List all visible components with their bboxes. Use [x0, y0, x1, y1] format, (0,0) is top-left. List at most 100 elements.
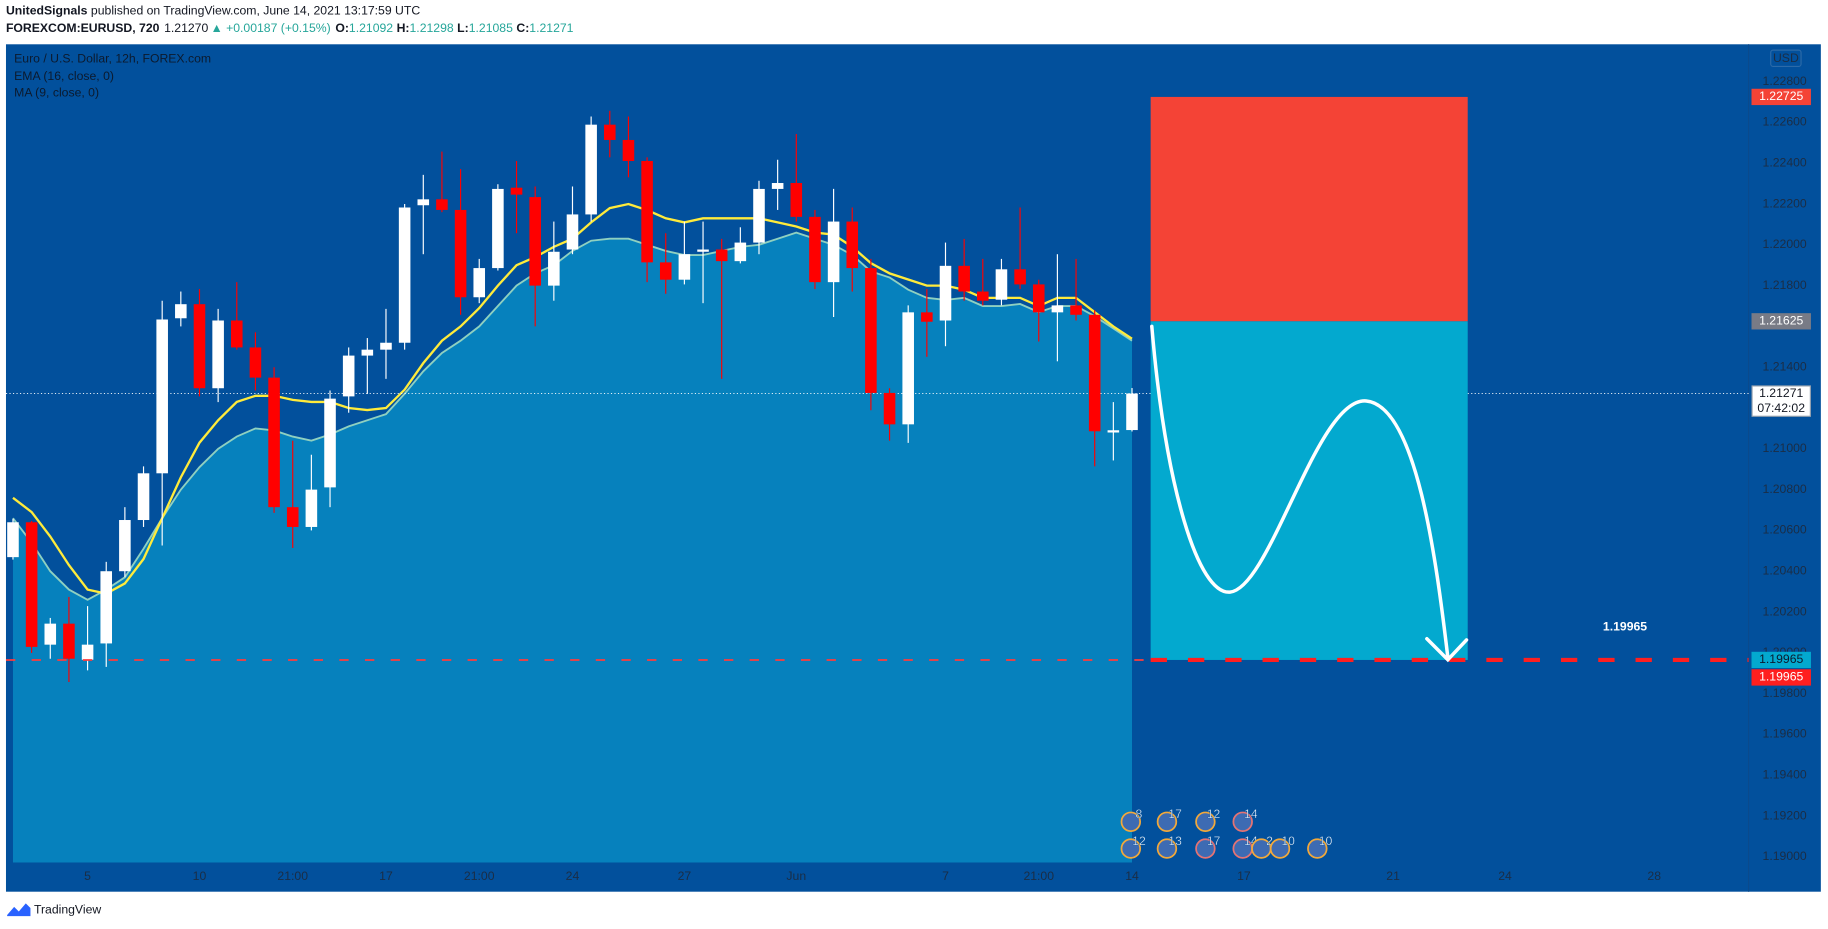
event-count: 10 [1281, 834, 1295, 848]
currency-box [1770, 49, 1802, 68]
candle-body [921, 312, 933, 322]
event-icon [1307, 838, 1328, 859]
forecast-arrow [1150, 324, 1469, 663]
y-tick-label: 1.21000 [1763, 441, 1807, 455]
event-count: 14 [1244, 807, 1258, 821]
ohlc-value: 1.21271 [529, 21, 573, 35]
candle-body [1126, 393, 1138, 431]
candle-body [268, 377, 280, 508]
x-tick-label: 5 [84, 869, 91, 883]
candle-body [958, 265, 970, 292]
candle-body [342, 355, 355, 397]
candle-body [44, 623, 57, 645]
event-icon [1195, 811, 1216, 832]
candle-body [585, 124, 597, 215]
y-tick-label: 1.22400 [1763, 155, 1807, 169]
candle-body [1070, 305, 1082, 315]
x-tick-label: 21:00 [277, 869, 308, 883]
event-count: 2 [1266, 834, 1273, 848]
y-tick-label: 1.20600 [1763, 523, 1807, 537]
event-icon [1195, 838, 1216, 859]
candle-body [175, 304, 187, 319]
candle-body [939, 265, 952, 321]
ohlc-value: 1.21085 [469, 21, 513, 35]
candle-body [827, 221, 840, 283]
candle-body [809, 216, 821, 283]
price-label-box [1751, 313, 1811, 330]
candle-body [771, 183, 784, 189]
candle-body [622, 139, 635, 161]
candle-body [1088, 314, 1101, 432]
legend-ema: EMA (16, close, 0) [14, 69, 114, 83]
event-icon [1156, 838, 1178, 859]
candle-body [417, 199, 430, 206]
candle-body [846, 221, 859, 269]
candle-body [753, 188, 765, 243]
axis-layer: 1.190001.192001.194001.196001.198001.200… [84, 74, 1811, 883]
price-label: 1.19965 [1759, 652, 1803, 666]
candle-body [902, 312, 914, 425]
candle-body [100, 571, 113, 644]
candle-body [715, 249, 728, 262]
x-tick-label: 14 [1125, 869, 1139, 883]
candle-body [510, 187, 523, 195]
candle-body [1032, 284, 1045, 313]
candle-body [734, 242, 747, 262]
event-count: 13 [1168, 834, 1182, 848]
area-layer [12, 232, 1133, 863]
y-tick-label: 1.19600 [1763, 727, 1807, 741]
candle-body [492, 188, 504, 269]
event-icon [1120, 838, 1142, 859]
target-annotation: 1.19965 [1603, 620, 1647, 634]
y-tick-label: 1.20400 [1763, 563, 1807, 577]
candle-body [604, 124, 616, 140]
stop-zone [1150, 96, 1468, 322]
candle-body [286, 507, 299, 527]
logo-icon [7, 903, 31, 917]
ohlc-key: C: [516, 21, 529, 35]
event-count: 12 [1207, 807, 1221, 821]
candle-body [119, 520, 131, 572]
event-count: 17 [1207, 834, 1221, 848]
candle-body [380, 342, 392, 350]
y-tick-label: 1.20800 [1763, 482, 1807, 496]
candle-body [249, 347, 262, 378]
candle-body [865, 268, 877, 393]
x-tick-label: 24 [566, 869, 580, 883]
price-label: 1.22725 [1759, 89, 1803, 103]
ohlc-value: 1.21092 [349, 21, 393, 35]
footer-brand: TradingView [34, 903, 101, 917]
y-tick-label: 1.19000 [1763, 849, 1807, 863]
candle-body [566, 214, 579, 250]
author: UnitedSignals [6, 4, 88, 18]
ohlc-key: H: [397, 21, 410, 35]
event-count: 8 [1136, 807, 1143, 821]
price-label-box [1751, 88, 1811, 106]
event-count: 17 [1168, 807, 1182, 821]
event-icon [1120, 811, 1142, 832]
candle-body [361, 349, 374, 356]
candle-body [398, 207, 411, 343]
candle-body [156, 319, 168, 474]
x-tick-label: 27 [678, 869, 692, 883]
x-tick-label: 21 [1386, 869, 1400, 883]
candle-body [137, 473, 150, 521]
candle-body [1051, 305, 1064, 313]
currency: USD [1773, 51, 1799, 65]
candle-body [193, 304, 206, 389]
y-tick-label: 1.22600 [1763, 115, 1807, 129]
x-tick-label: 17 [379, 869, 393, 883]
candle-body [25, 522, 38, 647]
change: ▲ +0.00187 (+0.15%) [211, 21, 331, 35]
x-tick-label: 10 [193, 869, 207, 883]
candle-body [641, 160, 653, 263]
ohlc-key: O: [335, 21, 349, 35]
candle-body [7, 522, 19, 558]
y-tick-label: 1.22000 [1763, 237, 1807, 251]
candle-body [697, 249, 709, 252]
x-tick-label: Jun [786, 869, 806, 883]
event-icon [1156, 811, 1178, 832]
y-tick-label: 1.21800 [1763, 278, 1807, 292]
